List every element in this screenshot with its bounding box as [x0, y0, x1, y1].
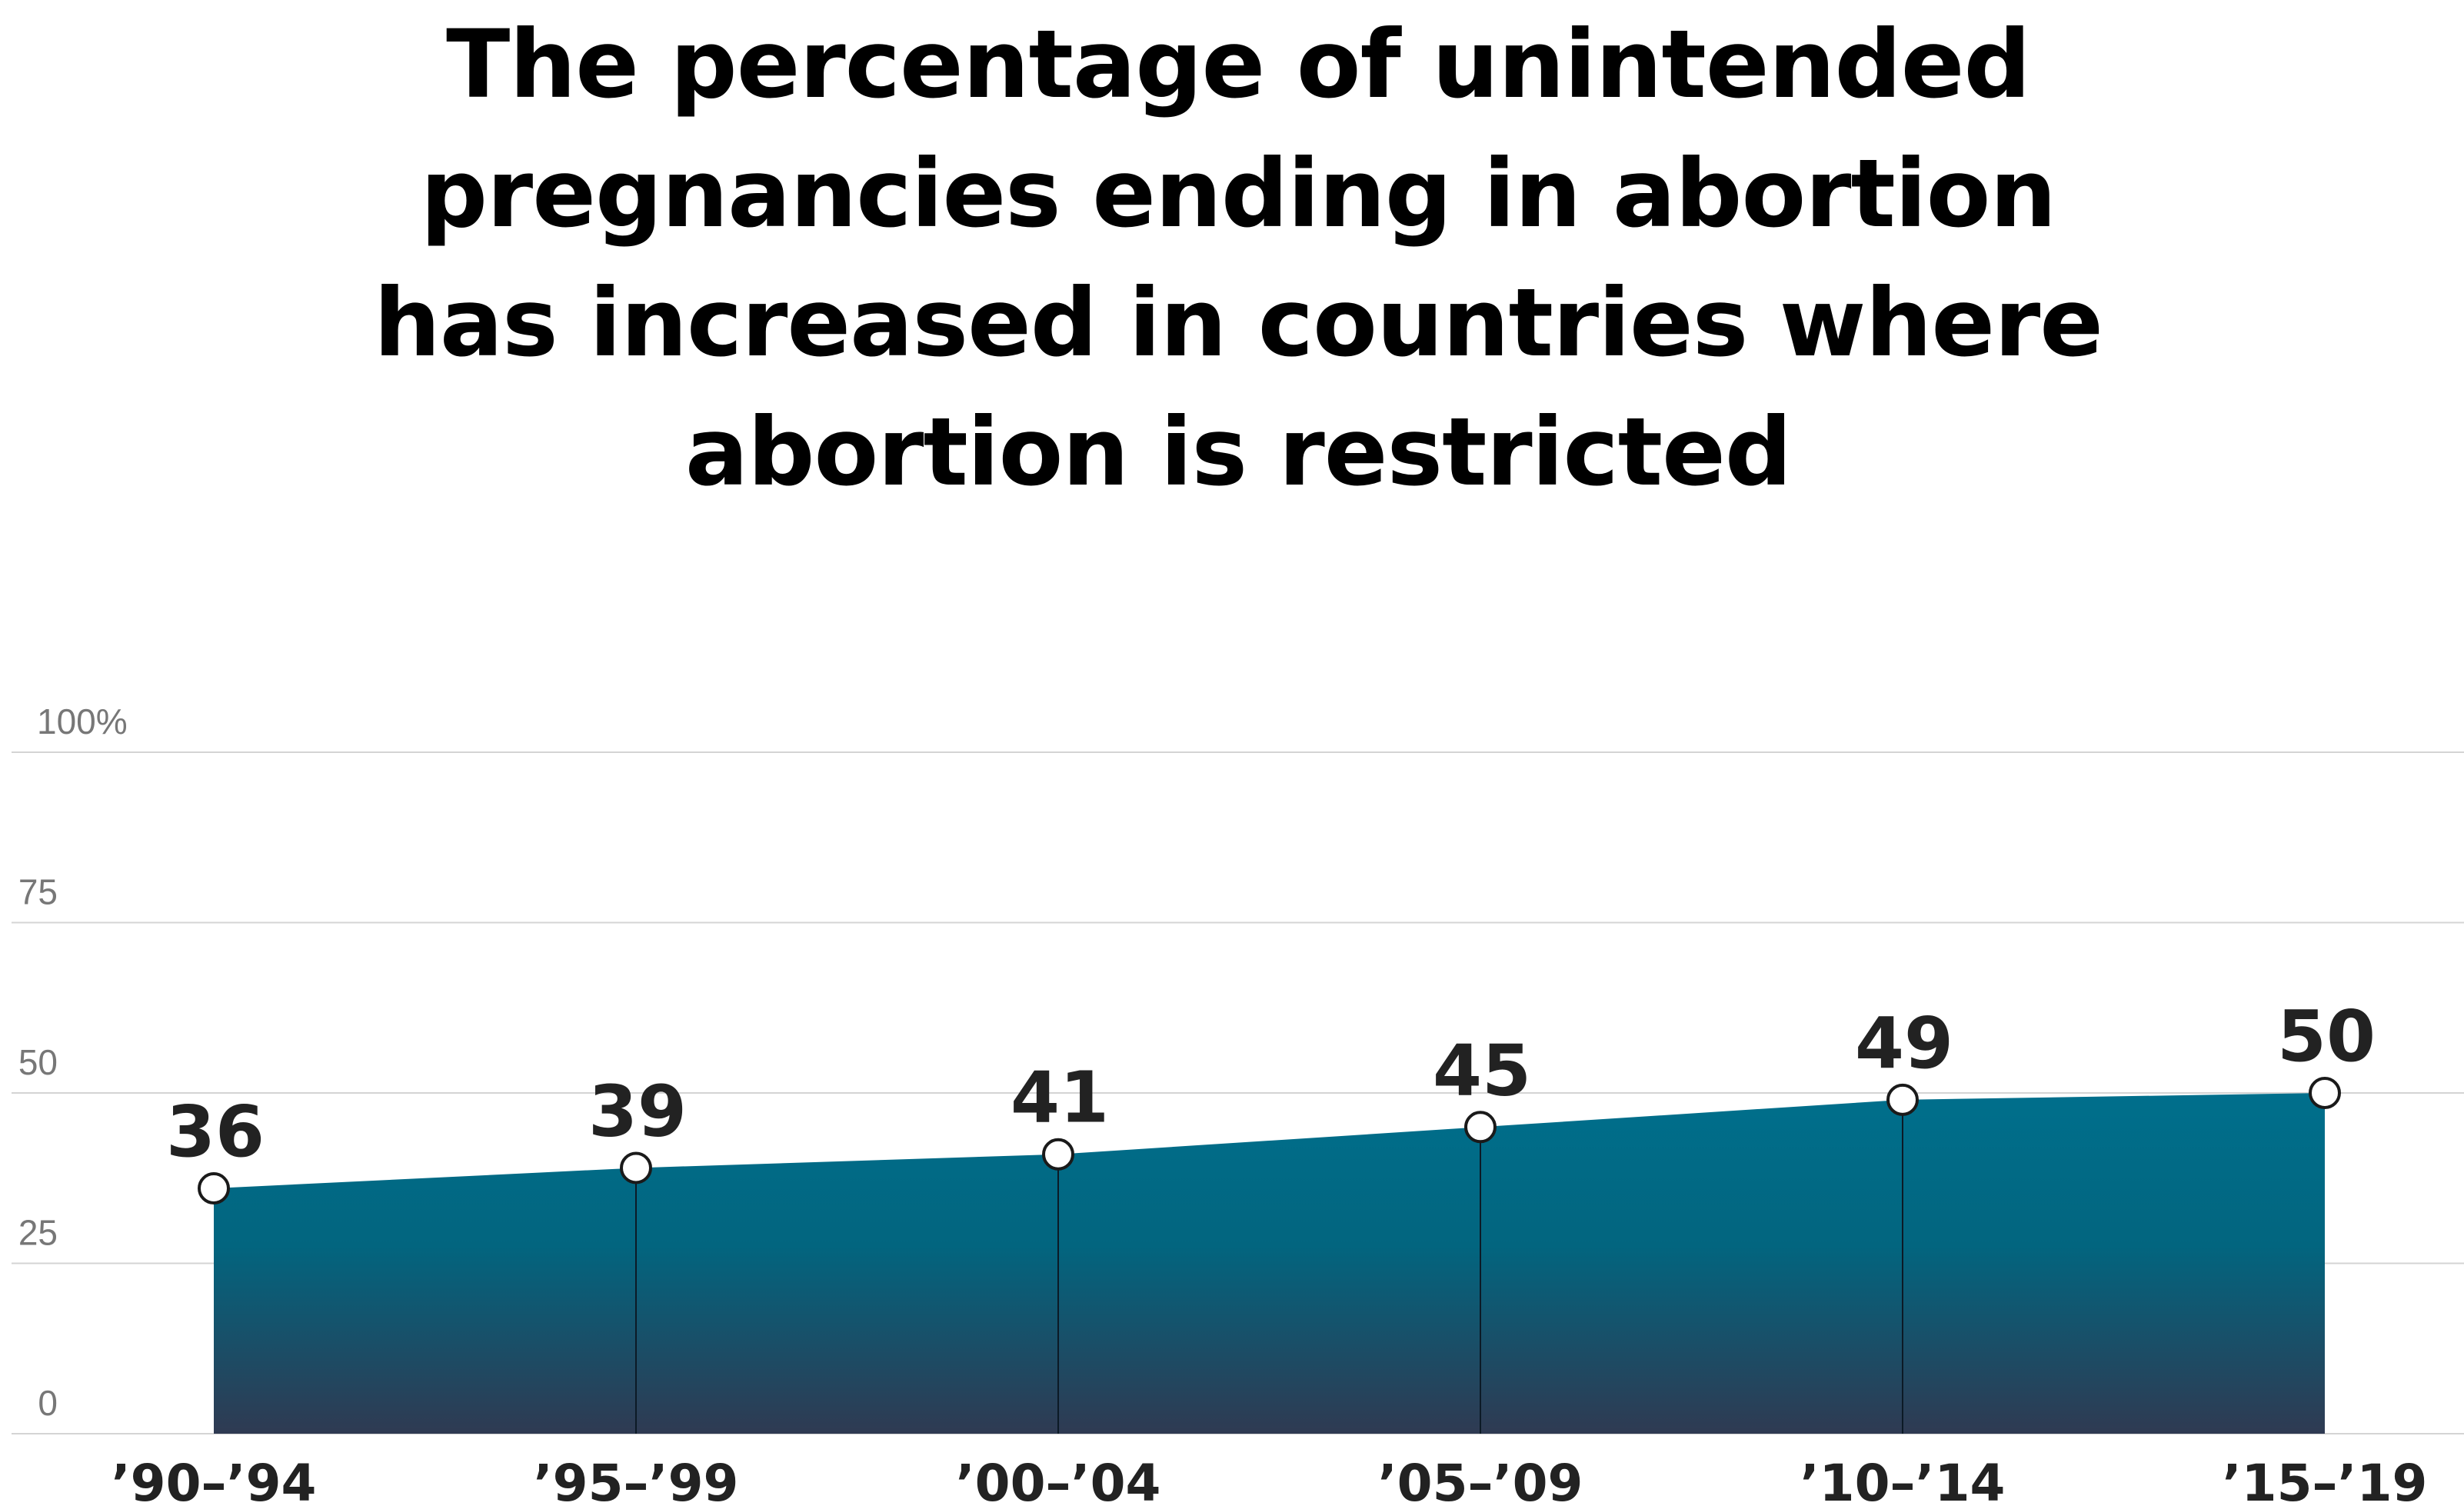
x-tick-label: ’05–’09 [1378, 1454, 1583, 1506]
x-tick-label: ’95–’99 [534, 1454, 739, 1506]
x-tick-label: ’10–’14 [1800, 1454, 2006, 1506]
x-tick-label: ’15–’19 [2223, 1454, 2428, 1506]
y-axis-ticks: 0 25 50 75 100% [18, 701, 128, 1423]
y-tick-label: 100% [37, 701, 128, 741]
data-point [1464, 1111, 1497, 1144]
data-point [1042, 1138, 1074, 1171]
y-tick-label: 50 [18, 1042, 58, 1082]
data-point [198, 1172, 230, 1205]
data-label: 36 [166, 1091, 265, 1173]
chart-title-line-2: pregnancies ending in abortion [420, 139, 2057, 248]
chart-title-line-4: abortion is restricted [684, 398, 1792, 507]
data-markers [198, 1077, 2341, 1205]
y-tick-label: 0 [38, 1383, 58, 1423]
chart-title-line-1: The percentage of unintended [446, 10, 2031, 119]
data-label: 45 [1433, 1029, 1531, 1111]
data-point [2309, 1077, 2341, 1109]
data-point [620, 1151, 652, 1184]
x-axis-ticks: ’90–’94 ’95–’99 ’00–’04 ’05–’09 ’10–’14 ’15–’… [112, 1454, 2428, 1506]
data-label: 39 [588, 1070, 687, 1152]
area-series [214, 1093, 2325, 1434]
area-fill [214, 1093, 2325, 1434]
data-labels: 36 39 41 45 49 50 [166, 995, 2376, 1173]
y-tick-label: 25 [18, 1213, 58, 1253]
y-tick-label: 75 [18, 872, 58, 912]
chart-title: The percentage of unintended pregnancies… [254, 0, 2223, 517]
data-label: 50 [2277, 995, 2376, 1078]
data-label: 41 [1011, 1057, 1109, 1139]
x-tick-label: ’00–’04 [956, 1454, 1161, 1506]
x-tick-label: ’90–’94 [112, 1454, 317, 1506]
data-label: 49 [1855, 1002, 1953, 1085]
drop-lines [635, 1099, 1903, 1434]
data-point [1886, 1083, 1919, 1116]
chart-title-line-3: has increased in countries where [374, 268, 2103, 378]
